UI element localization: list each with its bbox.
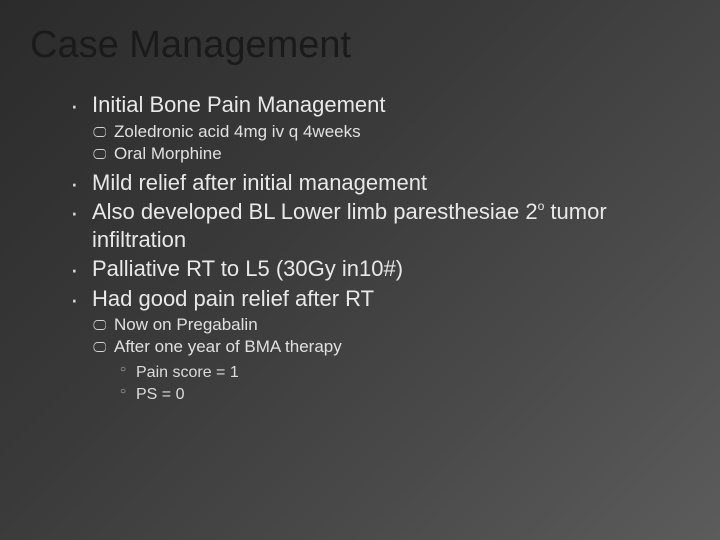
subsubbullet-pain-score: Pain score = 1 <box>120 362 690 384</box>
superscript: o <box>538 199 545 213</box>
subbullet-morphine: Oral Morphine <box>92 143 690 165</box>
subsubbullet-ps: PS = 0 <box>120 384 690 406</box>
bullet-paresthesiae: Also developed BL Lower limb paresthesia… <box>66 198 690 253</box>
slide: Case Management Initial Bone Pain Manage… <box>0 0 720 540</box>
bullet-initial-mgmt: Initial Bone Pain Management <box>66 91 690 119</box>
subbullet-pregabalin: Now on Pregabalin <box>92 314 690 336</box>
slide-content: Initial Bone Pain Management Zoledronic … <box>30 91 690 406</box>
bullet-good-relief: Had good pain relief after RT <box>66 285 690 313</box>
subbullet-bma-year: After one year of BMA therapy <box>92 336 690 358</box>
subbullet-zoledronic: Zoledronic acid 4mg iv q 4weeks <box>92 121 690 143</box>
bullet-palliative-rt: Palliative RT to L5 (30Gy in10#) <box>66 255 690 283</box>
text-segment: Also developed BL Lower limb paresthesia… <box>92 199 538 224</box>
bullet-mild-relief: Mild relief after initial management <box>66 169 690 197</box>
slide-title: Case Management <box>30 24 690 67</box>
